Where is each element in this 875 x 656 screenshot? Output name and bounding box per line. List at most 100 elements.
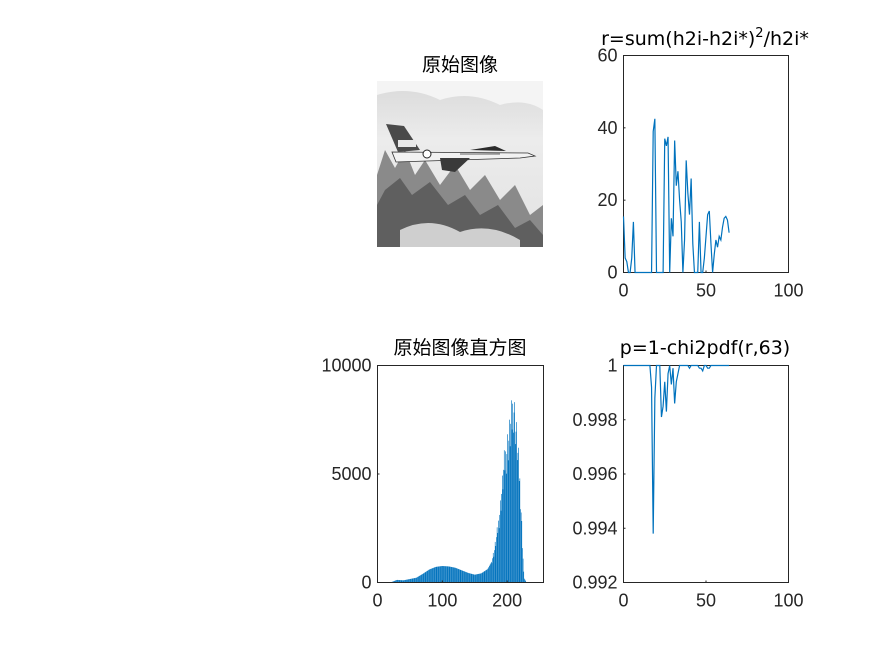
jet-photo [377, 81, 543, 247]
p-plot-ytick-label: 0.998 [572, 410, 617, 430]
histogram-bar [468, 573, 470, 583]
histogram-ticks: 0 100 200 0 5000 10000 [321, 356, 522, 611]
histogram-bar [481, 573, 482, 583]
histogram-bar [478, 573, 480, 583]
r-plot-title: r=sum(h2i-h2i*)2/h2i* [601, 26, 809, 50]
histogram-bar [502, 489, 504, 583]
r-plot-ytick-label: 60 [597, 46, 617, 66]
histogram-bar [453, 567, 455, 583]
histogram-bar [402, 580, 404, 583]
histogram-bar [476, 574, 477, 583]
histogram-bar [402, 580, 403, 583]
histogram-bar [487, 569, 488, 583]
histogram-bar [505, 473, 507, 583]
histogram-bar [413, 578, 414, 583]
histogram-bar [494, 541, 496, 583]
histogram-bar [470, 573, 471, 583]
histogram-bar [457, 568, 459, 583]
histogram-bar [426, 570, 428, 583]
histogram-bar [421, 574, 423, 583]
histogram-bar [517, 452, 519, 583]
histogram-bar [474, 574, 475, 583]
histogram-bar [422, 573, 424, 583]
histogram-bar [520, 512, 522, 583]
histogram-xtick-label: 0 [372, 591, 382, 611]
histogram-bar [412, 578, 414, 583]
histogram-bar [415, 577, 416, 583]
histogram-bar [482, 572, 484, 583]
histogram-bar [450, 566, 451, 583]
histogram-bar [465, 572, 467, 583]
jet-shape [386, 124, 537, 172]
histogram-title: 原始图像直方图 [393, 337, 526, 359]
histogram-bar [409, 578, 411, 583]
histogram-bar [514, 402, 515, 583]
histogram-bar [418, 576, 419, 583]
p-plot-axes-box [623, 365, 789, 583]
histogram-bar [489, 566, 490, 583]
histogram-bar [451, 567, 453, 583]
histogram-bar [458, 569, 460, 583]
histogram-bar [415, 577, 417, 583]
histogram-bar [444, 566, 445, 583]
histogram-bar [404, 580, 406, 583]
histogram-bar [502, 475, 503, 583]
histogram-bar [428, 569, 430, 583]
histogram-bar [521, 521, 523, 583]
histogram-bar [411, 578, 413, 583]
histogram-bar [468, 573, 469, 583]
histogram-bar [501, 493, 502, 583]
histogram-bar [440, 566, 442, 583]
histogram-bar [406, 579, 408, 583]
histogram-bar [515, 431, 517, 583]
histogram-bar [435, 566, 437, 583]
histogram-bar [463, 570, 464, 583]
histogram-bar [417, 576, 419, 583]
histogram-bar [422, 574, 423, 583]
image-panel-title: 原始图像 [422, 54, 498, 76]
histogram-bar [523, 571, 525, 583]
histogram-bar [466, 572, 467, 583]
p-plot-panel: p=1-chi2pdf(r,63) 0 50 1000.9920.9940.9960… [572, 337, 803, 611]
histogram-bar [499, 514, 501, 583]
histogram-xtick-label: 100 [427, 591, 457, 611]
histogram-bar [485, 570, 487, 583]
histogram-bar [466, 572, 468, 583]
photo-clouds [377, 81, 543, 110]
histogram-bar [398, 580, 399, 583]
histogram-bar [519, 478, 521, 583]
histogram-bar [438, 566, 440, 583]
histogram-bar [401, 580, 403, 583]
histogram-bar [420, 575, 421, 583]
histogram-bar [503, 469, 504, 583]
histogram-bar [516, 422, 517, 583]
histogram-bar [479, 573, 481, 583]
histogram-bar [464, 571, 466, 583]
histogram-bar [393, 581, 394, 583]
histogram-bar [473, 574, 475, 583]
histogram-bar [408, 579, 410, 583]
image-panel: 原始图像 [377, 54, 543, 247]
histogram-bar [509, 419, 510, 583]
histogram-bar [522, 548, 523, 583]
p-plot-series-line [623, 364, 730, 534]
histogram-bar [477, 574, 479, 583]
histogram-bar [454, 567, 456, 583]
histogram-bar [446, 566, 447, 583]
histogram-bar [474, 574, 476, 583]
r-plot-ytick-label: 0 [607, 263, 617, 283]
histogram-bar [518, 447, 519, 583]
histogram-bar [455, 568, 457, 583]
histogram-bar [498, 528, 500, 583]
histogram-bar [491, 563, 493, 583]
histogram-panel: 原始图像直方图 0 100 200 0 5000 10000 [321, 337, 544, 611]
histogram-bar [444, 566, 446, 583]
histogram-bar [457, 568, 458, 583]
histogram-bar [463, 571, 465, 583]
histogram-bar [441, 566, 443, 583]
histogram-bar [433, 567, 434, 583]
histogram-bar [500, 510, 502, 583]
histogram-bar [504, 470, 506, 583]
histogram-xtick-label: 200 [492, 591, 522, 611]
histogram-bar [480, 573, 482, 583]
